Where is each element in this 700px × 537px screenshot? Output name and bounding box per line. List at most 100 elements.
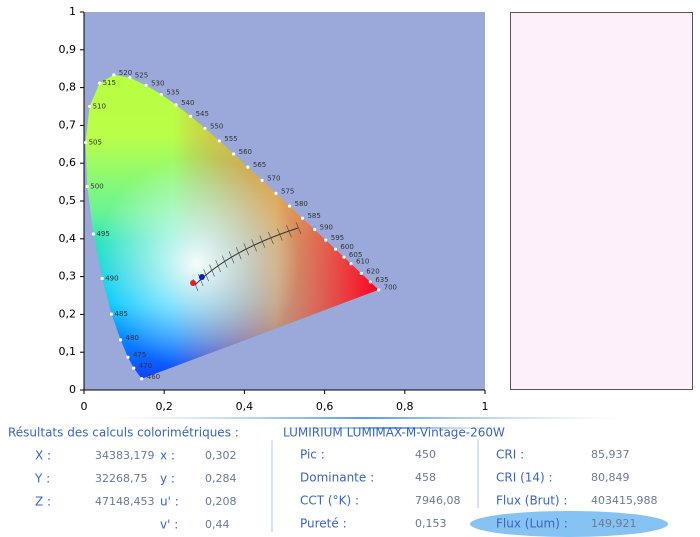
wavelength-label: 700 — [384, 284, 397, 292]
y-tick-label: 0,1 — [59, 345, 77, 358]
result-label: y : — [160, 472, 175, 486]
wavelength-label: 550 — [210, 122, 223, 130]
wavelength-label: 505 — [89, 138, 102, 146]
product-name: LUMIRIUM LUMIMAX-M-Vintage-260W — [283, 426, 505, 440]
isotherm — [251, 239, 257, 252]
locus-point — [349, 262, 353, 266]
locus-point — [97, 81, 102, 85]
wavelength-label: 525 — [135, 72, 148, 80]
locus-point — [128, 76, 132, 80]
y-tick-label: 0,6 — [59, 156, 77, 169]
result-value: 7946,08 — [415, 494, 461, 507]
result-label: Z : — [35, 495, 51, 509]
result-value: 0,153 — [415, 517, 447, 530]
wavelength-label: 605 — [349, 251, 362, 259]
wavelength-label: 535 — [166, 89, 179, 97]
result-label: Flux (Brut) : — [496, 494, 567, 508]
wavelength-label: 555 — [224, 135, 237, 143]
isotherm — [286, 225, 292, 238]
y-tick-label: 1 — [69, 5, 76, 18]
result-value: 0,302 — [205, 449, 237, 462]
locus-point — [100, 276, 104, 281]
separator — [272, 427, 512, 429]
result-label: v' : — [160, 518, 178, 532]
results-heading: Résultats des calculs colorimétriques : — [8, 426, 239, 440]
isotherm — [276, 228, 283, 241]
result-value: 0,284 — [205, 472, 237, 485]
locus-point — [203, 126, 207, 130]
result-label: u' : — [160, 495, 179, 509]
x-tick-label: 1 — [482, 400, 489, 413]
measured-point — [198, 273, 205, 280]
isotherm — [235, 247, 242, 260]
separator — [110, 417, 620, 419]
x-tick-label: 0,8 — [396, 400, 414, 413]
locus-point — [246, 165, 250, 169]
locus-point — [287, 204, 292, 208]
wavelength-label: 580 — [295, 200, 308, 208]
result-value: 458 — [415, 471, 436, 484]
locus-point — [342, 255, 346, 259]
wavelength-label: 500 — [90, 182, 103, 190]
locus-point — [274, 191, 278, 195]
isotherm — [209, 264, 215, 277]
wavelength-label: 620 — [366, 267, 379, 275]
wavelength-label: 585 — [307, 212, 320, 220]
result-label: CCT (°K) : — [300, 494, 359, 508]
result-value: 47148,453 — [95, 495, 155, 508]
wavelength-label: 570 — [267, 174, 280, 182]
result-label: Dominante : — [300, 471, 374, 485]
isotherm — [215, 259, 221, 273]
results-panel: Résultats des calculs colorimétriques : L… — [8, 417, 668, 537]
locus-point — [377, 288, 381, 292]
result-value: 0,208 — [205, 495, 237, 508]
locus-point — [132, 366, 136, 370]
wavelength-label: 600 — [340, 243, 353, 251]
result-value: 403415,988 — [591, 494, 657, 507]
result-label: Pureté : — [300, 517, 347, 531]
result-value: 0,44 — [205, 518, 230, 531]
locus-point — [91, 232, 96, 236]
locus-point — [359, 271, 363, 276]
locus-point — [144, 83, 148, 87]
isotherm — [295, 221, 302, 235]
color-preview — [510, 12, 693, 390]
result-label: X : — [35, 449, 51, 463]
wavelength-label: 485 — [115, 310, 128, 318]
locus-point — [87, 104, 92, 109]
wavelength-label: 575 — [281, 187, 294, 195]
locus-point — [368, 280, 372, 284]
x-tick-label: 0,6 — [316, 400, 334, 413]
locus-point — [188, 114, 193, 118]
wavelength-label: 635 — [375, 276, 388, 284]
result-value: 80,849 — [591, 471, 630, 484]
locus-point — [83, 140, 88, 145]
wavelength-label: 565 — [253, 161, 266, 169]
wavelength-label: 560 — [239, 148, 252, 156]
wavelength-label: 520 — [119, 69, 132, 77]
wavelength-label: 470 — [139, 362, 152, 370]
locus-point — [140, 377, 144, 381]
wavelength-label: 480 — [126, 334, 139, 342]
chromaticity-diagram: 0 0,2 0,4 0,6 0,8 1 0 0,1 0,2 0,3 0,4 0,5 0,6 0,7 0,8 0… — [59, 5, 489, 413]
locus-point — [174, 103, 178, 107]
result-value: 32268,75 — [95, 472, 148, 485]
locus-point — [217, 139, 221, 143]
gamut-fill — [85, 74, 379, 379]
locus-point — [333, 247, 338, 251]
wavelength-label: 475 — [133, 351, 146, 359]
result-label: Flux (Lum) : — [496, 517, 568, 531]
wavelength-label: 460 — [147, 373, 160, 381]
wavelength-label: 490 — [105, 274, 118, 282]
isotherm — [259, 235, 266, 248]
wavelength-label: 595 — [331, 234, 344, 242]
wavelength-label: 495 — [96, 230, 109, 238]
locus-point — [260, 178, 264, 182]
result-label: Pic : — [300, 448, 325, 462]
result-value: 149,921 — [591, 517, 637, 530]
locus-point — [119, 338, 123, 342]
result-label: x : — [160, 449, 175, 463]
y-tick-label: 0,8 — [59, 81, 77, 94]
highlight — [470, 511, 668, 537]
